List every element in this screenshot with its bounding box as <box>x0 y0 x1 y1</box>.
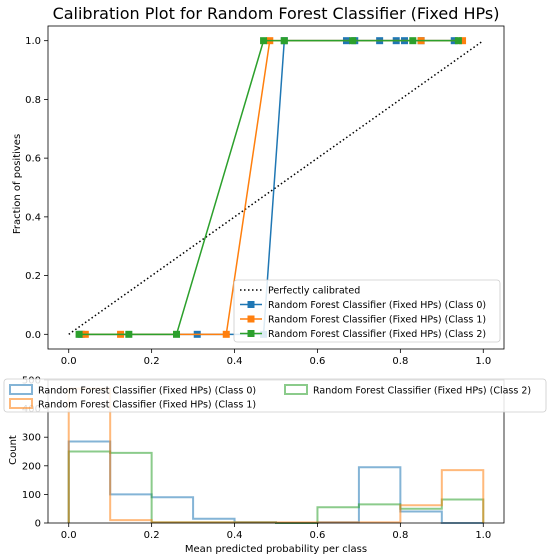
legend-label: Perfectly calibrated <box>268 286 360 297</box>
series-point-class-2 <box>349 37 357 45</box>
y-tick-label: 0.6 <box>25 154 41 165</box>
legend-swatch-marker <box>247 315 255 323</box>
series-point-class-1 <box>459 37 467 45</box>
x-tick-label: 0.0 <box>61 356 77 367</box>
histogram-y-tick-label: 200 <box>22 461 41 472</box>
histogram-y-tick-label: 300 <box>22 433 41 444</box>
histogram-legend-swatch <box>9 384 33 395</box>
histogram-legend-swatch <box>284 384 308 395</box>
histogram-x-tick-label: 0.6 <box>310 530 326 541</box>
legend-label: Random Forest Classifier (Fixed HPs) (Cl… <box>268 315 486 326</box>
histogram-x-tick-label: 1.0 <box>475 530 491 541</box>
series-point-class-2 <box>409 37 417 45</box>
histogram-legend-label: Random Forest Classifier (Fixed HPs) (Cl… <box>38 386 256 397</box>
series-point-class-2 <box>260 37 268 45</box>
legend-swatch-marker <box>247 301 255 308</box>
x-tick-label: 1.0 <box>475 356 491 367</box>
histogram-y-tick-label: 0 <box>35 519 41 530</box>
histogram-legend-swatch <box>9 398 33 409</box>
series-point-class-2 <box>125 330 133 338</box>
histogram-legend-box <box>3 378 547 413</box>
histogram-y-axis-label: Count <box>8 435 19 465</box>
legend-label: Random Forest Classifier (Fixed HPs) (Cl… <box>268 300 486 311</box>
perfectly-calibrated-line <box>68 40 484 335</box>
histogram-x-tick-label: 0.0 <box>61 530 77 541</box>
y-tick-label: 0.2 <box>25 271 41 282</box>
series-point-class-2 <box>454 37 462 45</box>
histogram-x-tick-label: 0.2 <box>144 530 160 541</box>
y-tick-label: 0.4 <box>25 212 41 223</box>
legend-box <box>233 279 501 343</box>
legend-label: Random Forest Classifier (Fixed HPs) (Cl… <box>268 329 486 340</box>
histogram-legend-label: Random Forest Classifier (Fixed HPs) (Cl… <box>313 386 531 397</box>
x-tick-label: 0.6 <box>310 356 326 367</box>
series-line-class-2 <box>79 39 459 336</box>
series-point-class-2 <box>75 330 83 338</box>
histogram-x-tick-label: 0.4 <box>227 530 243 541</box>
series-point-class-2 <box>280 37 288 45</box>
calibration-plot: 0.0 0.2 0.4 0.6 0.8 1.0 0.0 0.2 0.4 0.6 0.8 1.0 Perf… <box>25 25 505 367</box>
y-tick-label: 1.0 <box>25 36 41 47</box>
y-tick-label: 0.0 <box>25 330 41 341</box>
y-tick-label: 0.8 <box>25 95 41 106</box>
legend-swatch-marker <box>247 330 255 337</box>
histogram-legend-label: Random Forest Classifier (Fixed HPs) (Cl… <box>38 400 256 411</box>
x-tick-label: 0.2 <box>144 356 160 367</box>
plot-frame <box>47 25 505 350</box>
x-tick-label: 0.8 <box>392 356 408 367</box>
series-point-class-1 <box>222 330 230 338</box>
x-tick-label: 0.4 <box>227 356 243 367</box>
histogram-plot: 0.00.20.40.60.81.00100200300400500Random… <box>3 376 547 541</box>
series-point-class-2 <box>173 330 181 338</box>
histogram-x-tick-label: 0.8 <box>392 530 408 541</box>
histogram-x-axis-label: Mean predicted probability per class <box>185 544 367 555</box>
chart-title: Calibration Plot for Random Forest Class… <box>53 4 500 23</box>
y-axis-label: Fraction of positives <box>12 134 23 234</box>
histogram-y-tick-label: 100 <box>22 490 41 501</box>
histogram-step-class-1 <box>67 387 485 524</box>
